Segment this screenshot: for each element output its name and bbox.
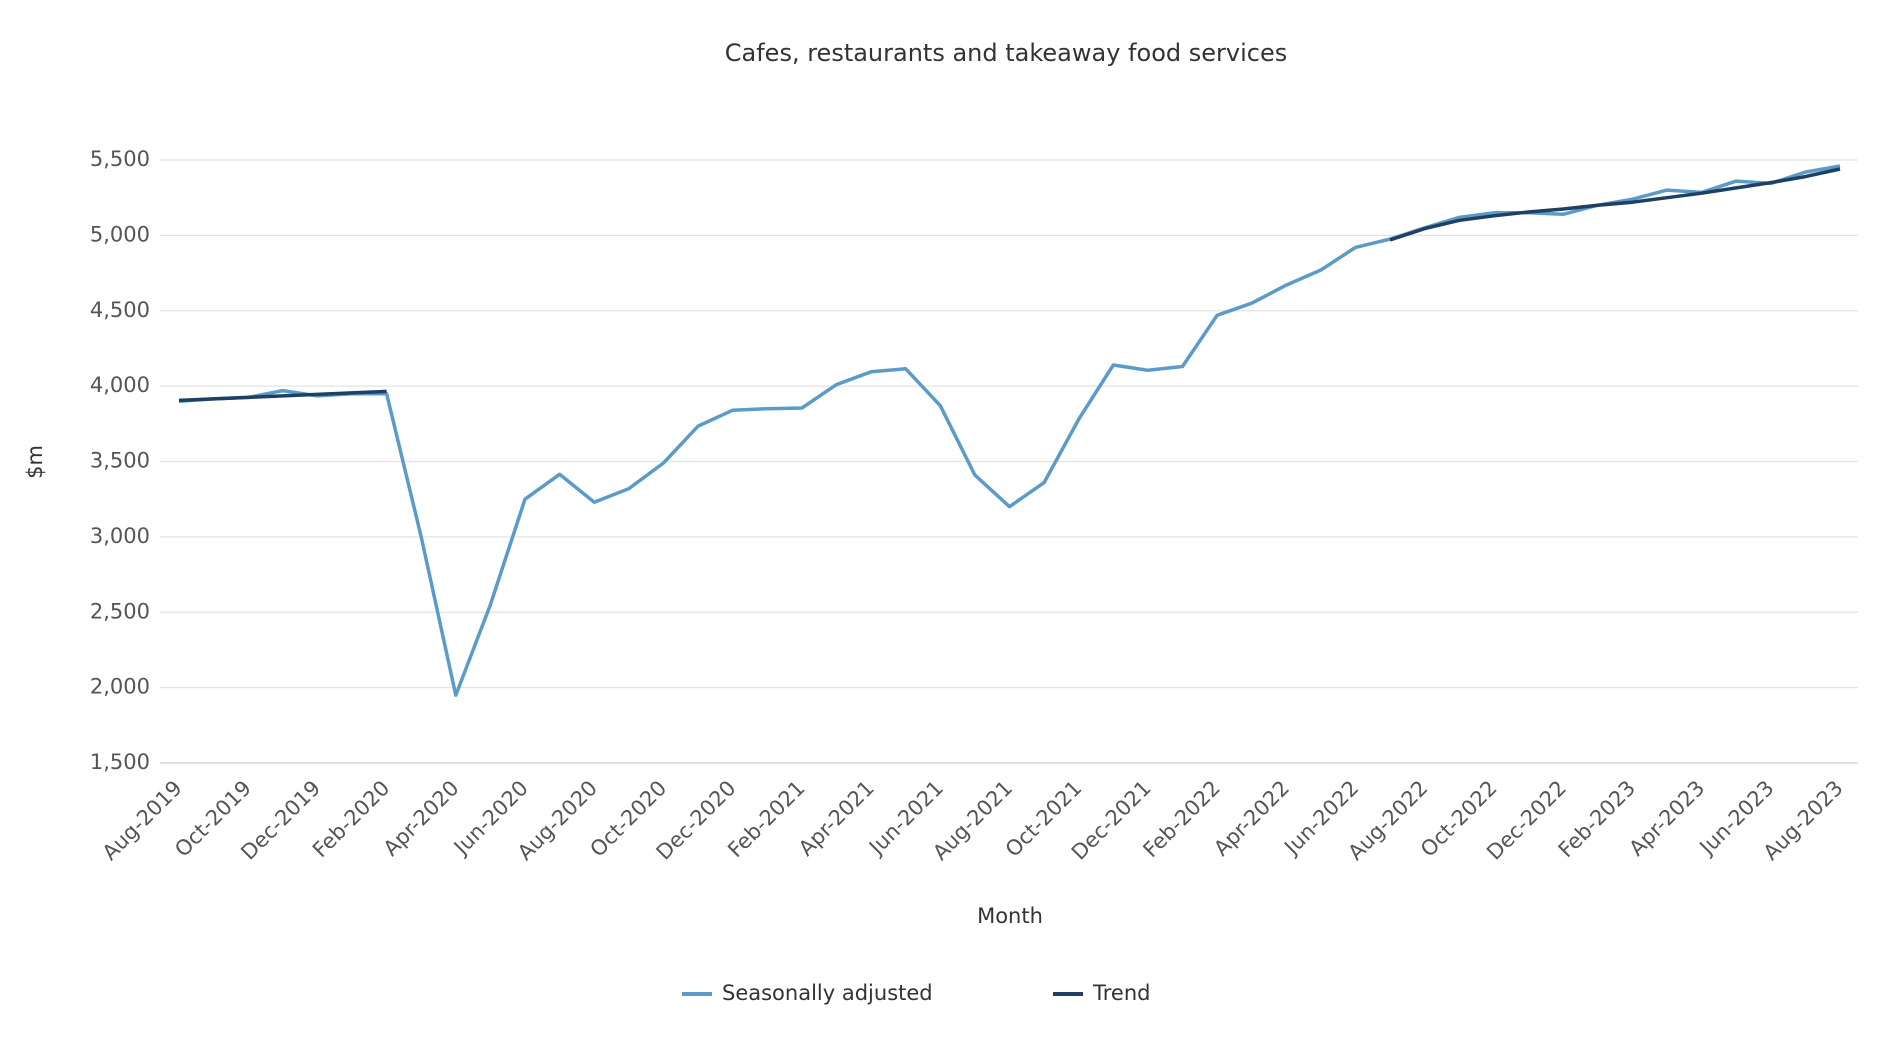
y-tick-label: 4,000 [90,373,150,397]
y-tick-label: 2,500 [90,599,150,623]
line-series [178,164,1841,697]
y-tick-label: 5,000 [90,222,150,246]
y-tick-label: 1,500 [90,750,150,774]
x-tick-label: Aug-2019 [98,776,187,865]
x-tick-label: Apr-2020 [379,776,464,861]
x-tick-label: Apr-2021 [794,776,879,861]
x-tick-label: Apr-2023 [1624,776,1709,861]
x-tick-label: Apr-2022 [1209,776,1294,861]
x-axis-label: Month [977,904,1043,928]
chart-title: Cafes, restaurants and takeaway food ser… [725,39,1287,67]
legend-label: Trend [1092,981,1150,1005]
y-axis-label: $m [23,445,47,479]
y-tick-label: 2,000 [90,675,150,699]
y-tick-label: 4,500 [90,298,150,322]
y-tick-label: 3,000 [90,524,150,548]
y-tick-label: 3,500 [90,449,150,473]
line-series [178,167,1841,403]
legend-label: Seasonally adjusted [722,981,933,1005]
y-tick-label: 5,500 [90,147,150,171]
